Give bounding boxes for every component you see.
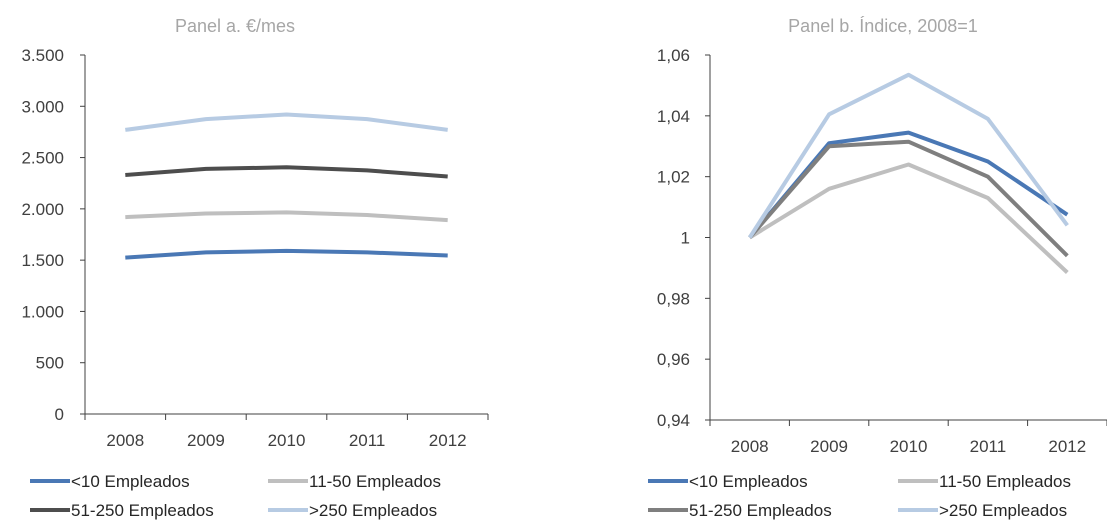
x-tick-label: 2009 — [187, 431, 225, 450]
chart-panel-b: Panel b. Índice, 2008=1 0,94 0,96 0,98 1 1,02… — [648, 16, 1107, 520]
x-tick-label: 2011 — [349, 431, 386, 450]
y-tick-label: 0 — [55, 405, 64, 424]
y-tick-label: 1,02 — [657, 168, 690, 187]
x-tick-label: 2010 — [890, 437, 928, 456]
series-line-4 — [748, 72, 1069, 239]
y-tick-label: 2.500 — [21, 149, 64, 168]
y-tick-label: 0,94 — [657, 411, 690, 430]
series-line-1 — [125, 248, 448, 260]
legend-label: <10 Empleados — [689, 472, 808, 491]
series-line-3 — [748, 139, 1069, 258]
y-tick-label: 1.500 — [21, 251, 64, 270]
x-tick-label: 2012 — [1048, 437, 1086, 456]
y-tick-label: 3.500 — [21, 46, 64, 65]
y-tick-label: 1 — [681, 229, 690, 248]
x-tick-label: 2010 — [268, 431, 306, 450]
y-tick-label: 3.000 — [21, 97, 64, 116]
chart-panel-a: Panel a. €/mes 0 500 1.000 1.500 2.000 2.500 3.… — [21, 16, 489, 520]
series-line-3 — [125, 165, 448, 179]
x-tick-label: 2008 — [731, 437, 769, 456]
y-tick-label: 1,06 — [657, 46, 690, 65]
series-line-2 — [748, 162, 1069, 274]
legend-label: >250 Empleados — [939, 501, 1067, 520]
y-tick-label: 0,98 — [657, 289, 690, 308]
legend-label: 51-250 Empleados — [689, 501, 832, 520]
chart-title: Panel b. Índice, 2008=1 — [788, 16, 978, 36]
x-tick-label: 2008 — [106, 431, 144, 450]
legend-label: 11-50 Empleados — [939, 472, 1071, 491]
y-tick-label: 0,96 — [657, 350, 690, 369]
legend-label: 51-250 Empleados — [71, 501, 214, 520]
x-tick-label: 2009 — [810, 437, 848, 456]
legend-label: 11-50 Empleados — [309, 472, 441, 491]
y-tick-label: 1,04 — [657, 107, 690, 126]
series-line-4 — [125, 112, 448, 132]
y-tick-label: 2.000 — [21, 200, 64, 219]
series-line-2 — [125, 210, 448, 223]
x-tick-label: 2012 — [429, 431, 467, 450]
y-tick-label: 1.000 — [21, 302, 64, 321]
legend-label: >250 Empleados — [309, 501, 437, 520]
y-tick-label: 500 — [36, 354, 64, 373]
legend-label: <10 Empleados — [71, 472, 190, 491]
x-tick-label: 2011 — [970, 437, 1007, 456]
chart-title: Panel a. €/mes — [175, 16, 295, 36]
